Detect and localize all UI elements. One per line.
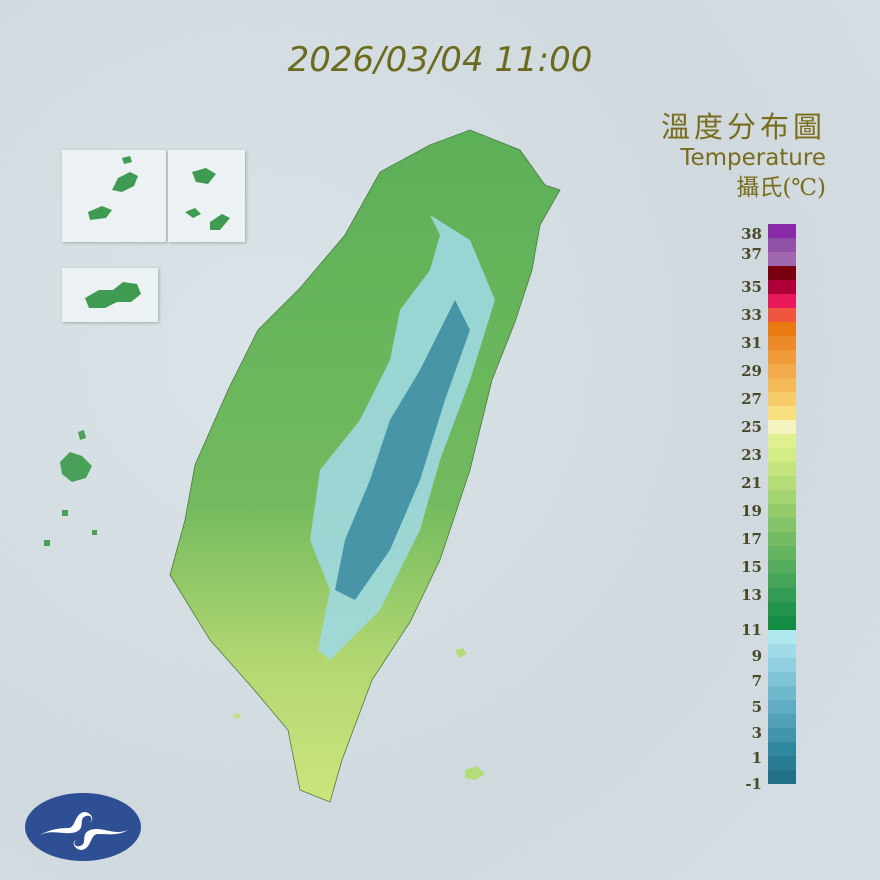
legend-tick-label: -1	[745, 775, 762, 793]
legend-swatch	[768, 350, 796, 364]
legend-tick-label: 21	[741, 474, 762, 492]
legend-swatch	[768, 616, 796, 630]
temperature-scale-ticks: 38 37 35 33 31 29 27 25 23 21 19 17 15 13 11 9 7 5 3 1 -1	[700, 224, 762, 793]
legend-swatch	[768, 532, 796, 546]
legend-tick-label: 29	[741, 362, 762, 380]
legend-swatch	[768, 434, 796, 448]
legend-tick-label: 13	[741, 586, 762, 604]
legend-swatch	[768, 336, 796, 350]
orchid-island	[465, 766, 485, 780]
matsu-islands	[88, 156, 230, 230]
map-timestamp: 2026/03/04 11:00	[287, 40, 593, 80]
legend-swatch	[768, 392, 796, 406]
legend-swatch	[768, 770, 796, 784]
legend-title-en: Temperature	[680, 145, 826, 171]
legend-swatch	[768, 756, 796, 770]
legend-title-block: 溫度分布圖 Temperature 攝氏(℃)	[661, 110, 826, 204]
legend-swatch	[768, 364, 796, 378]
legend-swatch	[768, 714, 796, 728]
legend-swatch	[768, 420, 796, 434]
temperature-color-scale	[768, 224, 796, 784]
legend-swatch	[768, 308, 796, 322]
legend-swatch	[768, 462, 796, 476]
legend-swatch	[768, 728, 796, 742]
legend-tick-label: 17	[741, 530, 762, 548]
legend-swatch	[768, 588, 796, 602]
legend-tick-label: 11	[741, 621, 762, 639]
legend-tick-label: 3	[751, 723, 762, 742]
legend-swatch	[768, 266, 796, 280]
kinmen-island	[85, 282, 141, 308]
legend-tick-label: 35	[741, 278, 762, 296]
matsu-inset-left	[62, 150, 166, 242]
legend-tick-label: 38	[741, 225, 762, 243]
legend-swatch	[768, 742, 796, 756]
matsu-inset-right	[168, 150, 245, 242]
legend-swatch	[768, 672, 796, 686]
legend-swatch	[768, 322, 796, 336]
legend-tick-label: 27	[741, 390, 762, 408]
legend-swatch	[768, 630, 796, 644]
legend-swatch	[768, 602, 796, 616]
legend-tick-label: 15	[741, 558, 762, 576]
legend-unit: 攝氏(℃)	[736, 175, 826, 201]
legend-tick-label: 23	[741, 446, 762, 464]
legend-swatch	[768, 546, 796, 560]
legend-swatch	[768, 574, 796, 588]
legend-swatch	[768, 658, 796, 672]
legend-tick-label: 33	[741, 306, 762, 324]
legend-tick-label: 5	[751, 698, 762, 716]
legend-swatch	[768, 280, 796, 294]
legend-swatch	[768, 294, 796, 308]
legend-swatch	[768, 504, 796, 518]
legend-tick-label: 7	[751, 672, 762, 691]
legend-swatch	[768, 700, 796, 714]
cwa-logo	[25, 793, 141, 861]
mountain-zone	[335, 300, 470, 600]
legend-swatch	[768, 378, 796, 392]
legend-swatch	[768, 252, 796, 266]
legend-tick-label: 19	[741, 502, 762, 520]
legend-swatch	[768, 644, 796, 658]
legend-title-zh: 溫度分布圖	[660, 110, 826, 144]
legend-swatch	[768, 238, 796, 252]
legend-tick-label: 37	[741, 245, 762, 263]
legend-swatch	[768, 686, 796, 700]
green-island	[455, 648, 467, 658]
legend-tick-label: 31	[741, 334, 762, 352]
legend-swatch	[768, 560, 796, 574]
legend-swatch	[768, 448, 796, 462]
liuqiu-island	[233, 713, 241, 719]
legend-swatch	[768, 490, 796, 504]
legend-swatch	[768, 518, 796, 532]
legend-swatch	[768, 476, 796, 490]
legend-tick-label: 25	[741, 418, 762, 436]
legend-tick-label: 9	[751, 646, 762, 665]
legend-swatch	[768, 406, 796, 420]
legend-swatch	[768, 224, 796, 238]
penghu-islands	[44, 430, 97, 546]
legend-tick-label: 1	[751, 749, 762, 768]
